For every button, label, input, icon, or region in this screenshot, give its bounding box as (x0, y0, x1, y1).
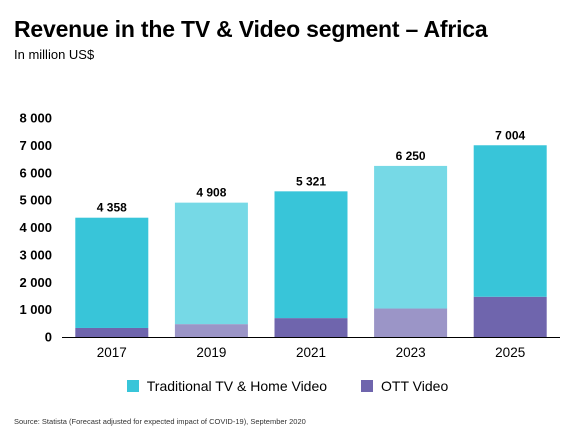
legend-swatch-traditional (126, 380, 139, 392)
legend-item-traditional: Traditional TV & Home Video (126, 378, 328, 394)
bar-segment-traditional (374, 165, 448, 309)
bar-segment-traditional (274, 191, 348, 319)
y-tick-label: 3 000 (19, 247, 52, 262)
bar-total-label: 6 250 (396, 149, 426, 163)
bar-total-label: 7 004 (495, 128, 525, 142)
x-tick-label: 2017 (97, 345, 127, 360)
legend-label-traditional: Traditional TV & Home Video (146, 378, 328, 394)
legend-label-ott: OTT Video (381, 378, 449, 394)
y-tick-label: 2 000 (19, 275, 52, 290)
y-tick-label: 7 000 (19, 138, 52, 153)
bar-segment-ott (274, 318, 348, 337)
bar-total-label: 5 321 (296, 174, 326, 188)
y-tick-label: 0 (45, 330, 52, 345)
bar-segment-traditional (75, 217, 149, 328)
source-note: Source: Statista (Forecast adjusted for … (14, 417, 306, 426)
legend: Traditional TV & Home Video OTT Video (0, 378, 575, 394)
bar-segment-ott (75, 327, 149, 337)
bar-total-label: 4 358 (97, 201, 127, 215)
legend-item-ott: OTT Video (361, 378, 448, 394)
chart-subtitle: In million US$ (14, 47, 95, 62)
x-tick-label: 2025 (495, 345, 525, 360)
bar-segment-traditional (174, 202, 248, 325)
x-tick-label: 2019 (196, 345, 226, 360)
bar-segment-ott (473, 296, 547, 337)
y-tick-label: 1 000 (19, 302, 52, 317)
x-tick-label: 2023 (396, 345, 426, 360)
bar-segment-ott (174, 324, 248, 337)
bar-segment-traditional (473, 145, 547, 297)
chart-title: Revenue in the TV & Video segment – Afri… (14, 16, 488, 42)
y-tick-label: 8 000 (19, 111, 52, 126)
y-tick-label: 6 000 (19, 165, 52, 180)
bar-segment-ott (374, 308, 448, 337)
y-tick-label: 5 000 (19, 193, 52, 208)
legend-swatch-ott (361, 380, 374, 392)
y-tick-label: 4 000 (19, 220, 52, 235)
x-tick-label: 2021 (296, 345, 326, 360)
bar-total-label: 4 908 (196, 186, 226, 200)
